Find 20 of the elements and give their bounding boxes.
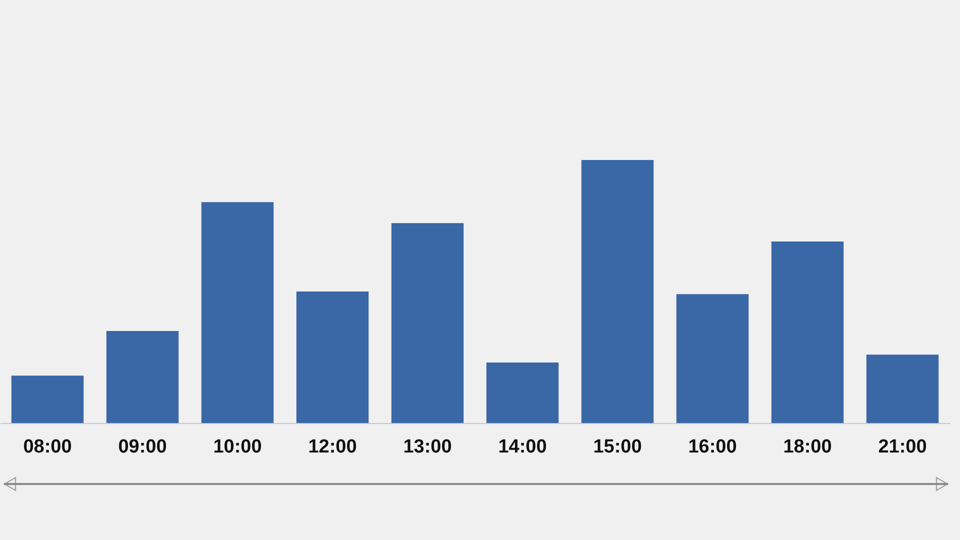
bar bbox=[201, 202, 274, 423]
bar bbox=[771, 242, 844, 423]
x-tick-label: 10:00 bbox=[213, 436, 262, 458]
x-tick-label: 08:00 bbox=[23, 436, 72, 458]
x-tick-label: 15:00 bbox=[593, 436, 642, 458]
bar bbox=[296, 292, 369, 423]
x-tick-label: 18:00 bbox=[783, 436, 832, 458]
bar bbox=[391, 223, 464, 423]
x-tick-label: 13:00 bbox=[403, 436, 452, 458]
x-tick-label: 12:00 bbox=[308, 436, 357, 458]
bar bbox=[486, 362, 559, 423]
x-tick-label: 09:00 bbox=[118, 436, 167, 458]
bar bbox=[581, 160, 654, 423]
x-tick-label: 16:00 bbox=[688, 436, 737, 458]
x-tick-label: 21:00 bbox=[878, 436, 927, 458]
bar bbox=[676, 294, 749, 423]
x-tick-label: 14:00 bbox=[498, 436, 547, 458]
bar bbox=[106, 330, 179, 423]
bar bbox=[11, 376, 84, 423]
bar bbox=[866, 354, 939, 423]
